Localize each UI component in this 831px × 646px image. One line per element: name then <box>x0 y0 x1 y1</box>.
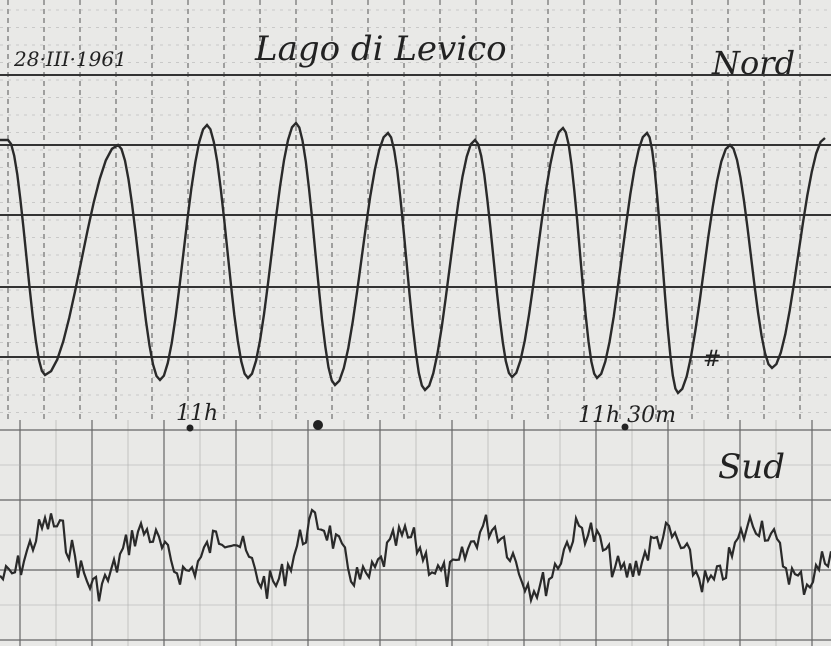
south-trace <box>0 508 831 605</box>
north-label: Nord <box>711 44 795 82</box>
date: 28·III·1961 <box>13 47 127 71</box>
time-label: 11h <box>176 401 218 426</box>
north-trace <box>0 121 826 395</box>
title: Lago di Levico <box>254 29 507 69</box>
south-label: Sud <box>718 447 785 487</box>
time-dot <box>621 423 629 431</box>
marker: # <box>703 347 721 372</box>
time-dot <box>186 424 194 432</box>
pen-mark <box>313 420 323 430</box>
time-label: 11h 30m <box>578 403 676 428</box>
